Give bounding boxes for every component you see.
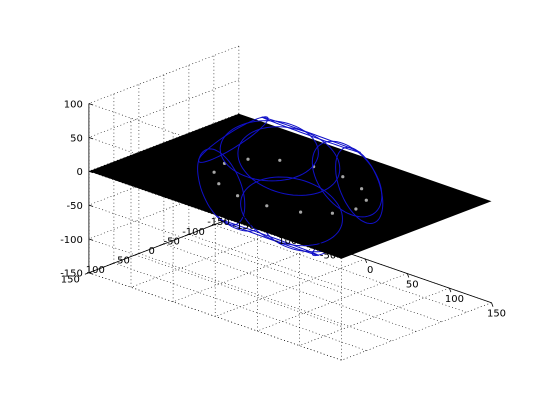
plane-highlight-spot <box>246 157 250 161</box>
sphere-circle-curve <box>197 148 246 226</box>
plane-highlight-spot <box>217 182 221 186</box>
plane-highlight-spot <box>265 204 269 208</box>
y-tick-mark <box>134 253 140 256</box>
z-tick-label: 0 <box>77 167 83 178</box>
side-wall-grid-line <box>88 45 240 104</box>
x-tick-mark <box>238 215 241 220</box>
y-tick-label: 50 <box>117 256 130 267</box>
z-tick-mark <box>88 204 94 207</box>
z-tick-mark <box>88 238 94 241</box>
sphere-circle-curve <box>240 176 344 247</box>
z-tick-mark <box>88 170 94 174</box>
plane-highlight-spot <box>354 207 358 211</box>
y-tick-label: 150 <box>61 275 80 286</box>
y-tick-mark <box>209 224 215 227</box>
sphere-circle-curve <box>311 140 383 218</box>
z-tick-label: -100 <box>60 235 83 246</box>
floor-grid-line <box>299 287 450 346</box>
plane-highlight-spot <box>364 198 368 202</box>
y-tick-mark <box>184 234 190 237</box>
z-tick-mark <box>88 137 94 140</box>
z-tick-label: 100 <box>64 100 83 111</box>
y-tick-label: 100 <box>86 265 105 276</box>
y-tick-label: -100 <box>182 227 205 238</box>
y-tick-mark <box>109 262 115 265</box>
z-tick-mark <box>88 103 94 106</box>
side-wall-grid-line <box>88 147 240 206</box>
back-wall-grid-line <box>88 238 342 327</box>
x-tick-label: -100 <box>275 236 298 247</box>
tick-label-layer: -150-100-50050100150-150-100-50050100150… <box>60 100 506 320</box>
y-tick-label: -150 <box>207 217 230 228</box>
back-wall-grid-line <box>88 272 342 361</box>
x-tick-mark <box>449 287 452 293</box>
back-wall-grid-line <box>88 204 342 293</box>
y-tick-mark <box>84 272 90 275</box>
floor-grid-line <box>172 244 324 303</box>
axes-layer <box>84 103 494 307</box>
upper-curve-layer <box>197 116 384 247</box>
x-tick-mark <box>491 302 494 307</box>
x-tick-label: 100 <box>445 294 464 305</box>
sphere-circle-curve <box>219 120 319 182</box>
z-tick-label: -150 <box>60 269 83 280</box>
plane-highlight-spot <box>212 170 216 174</box>
side-wall-grid-line <box>88 79 240 138</box>
floor-grid-line <box>213 224 467 313</box>
y-tick-label: 0 <box>149 246 155 257</box>
plane-highlight-spot <box>299 210 303 214</box>
sphere-circle-curve <box>198 116 269 163</box>
x-tick-mark <box>406 273 410 278</box>
x-tick-label: 150 <box>487 309 506 320</box>
y-tick-mark <box>234 214 240 218</box>
x-tick-mark <box>364 258 368 264</box>
plane-highlight-spot <box>236 194 240 198</box>
z-tick-mark <box>88 272 94 275</box>
floor-grid-line <box>257 273 408 332</box>
z-tick-label: -50 <box>67 201 83 212</box>
floor-grid-line <box>163 243 417 332</box>
sphere-circle-curve <box>237 126 341 196</box>
floor-grid-line <box>130 229 282 288</box>
floor-grid-line <box>113 262 367 351</box>
y-tick-mark <box>159 243 165 246</box>
plane-highlight-spot <box>341 175 345 179</box>
z-tick-label: 50 <box>70 133 83 144</box>
x-tick-label: 0 <box>367 265 373 276</box>
x-tick-label: -150 <box>233 221 256 232</box>
side-wall-grid-line <box>88 181 240 240</box>
floor-grid-line <box>188 234 442 323</box>
x-tick-label: 50 <box>406 280 419 291</box>
x-tick-mark <box>322 244 325 249</box>
floor-grid-line <box>138 253 392 342</box>
x-tick-mark <box>280 229 283 234</box>
plane-highlight-spot <box>278 158 282 162</box>
plane-highlight-spot <box>330 211 334 215</box>
plane-highlights <box>212 157 368 215</box>
plane-surface <box>88 113 492 259</box>
x-tick-label: -50 <box>320 250 336 261</box>
plane-highlight-spot <box>360 187 364 191</box>
floor-grid-line <box>341 302 492 361</box>
y-tick-label: -50 <box>164 236 180 247</box>
